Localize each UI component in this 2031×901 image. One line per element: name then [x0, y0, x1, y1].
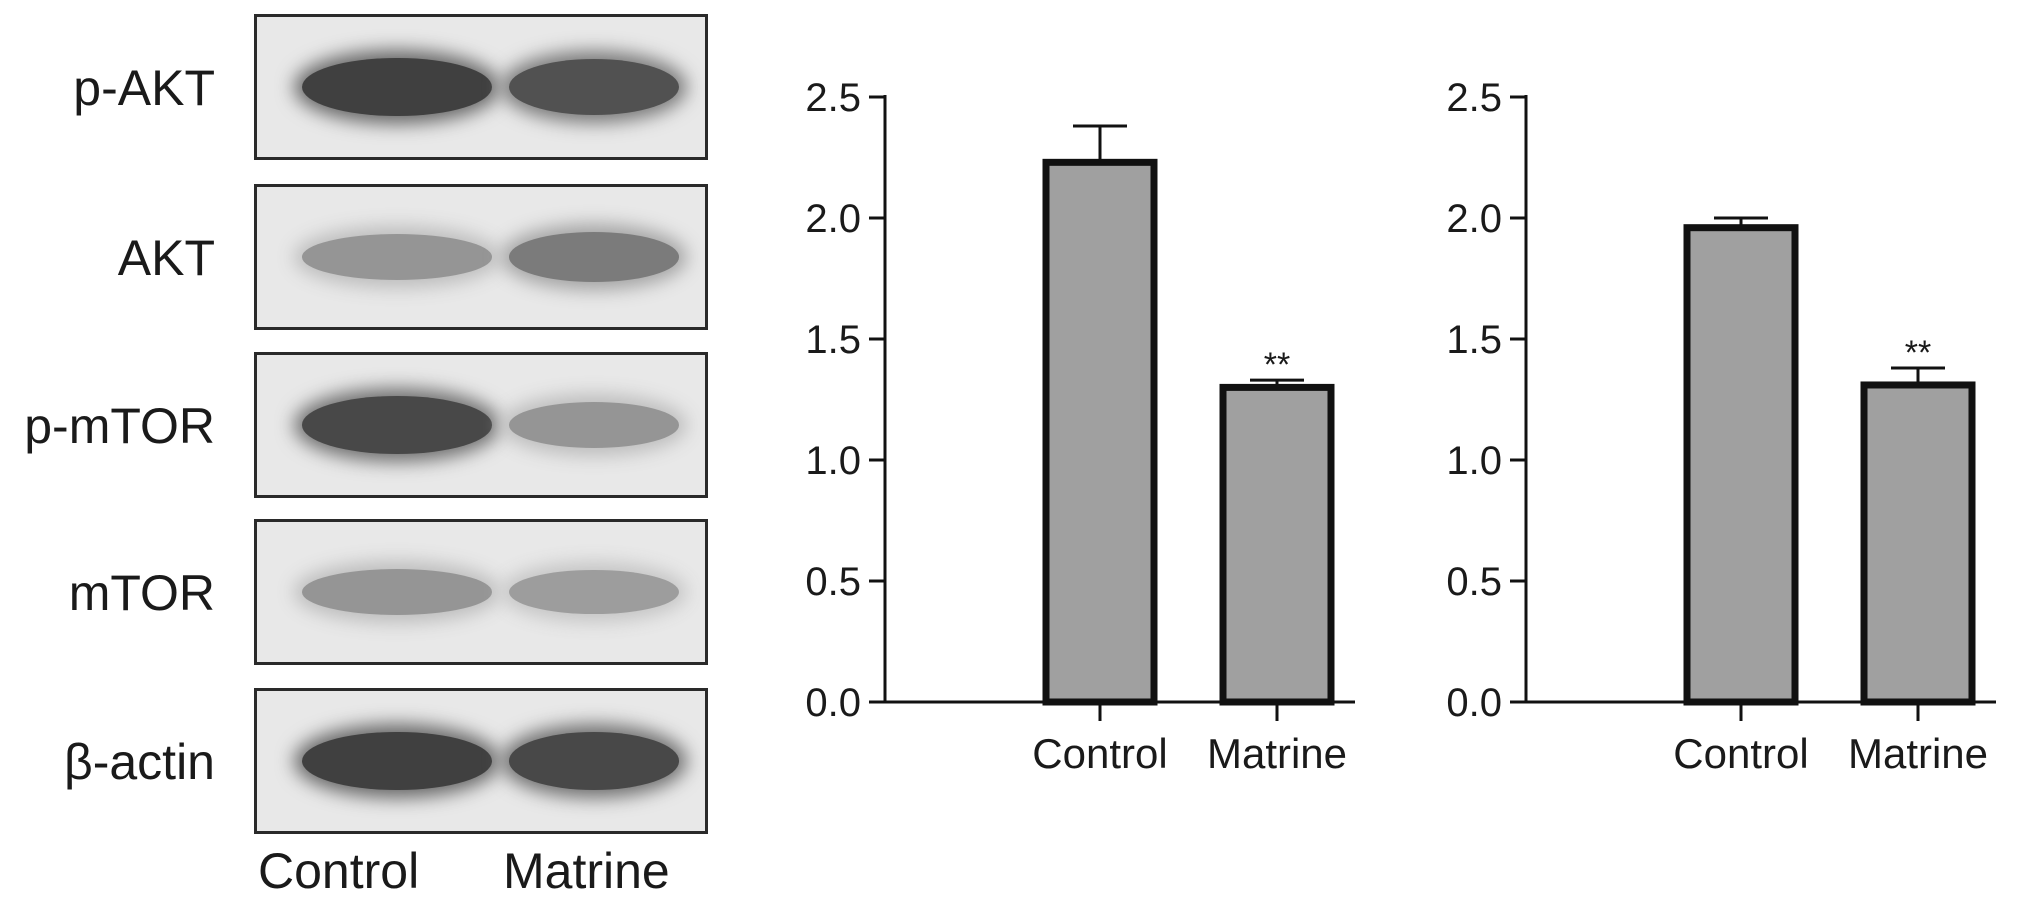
bar [1683, 224, 1799, 706]
y-tick-label: 1.0 [1446, 439, 1502, 483]
blot-lane-label-1: Matrine [503, 843, 670, 899]
blot-band [509, 569, 679, 615]
blot-frame-1 [254, 184, 708, 330]
bar [1219, 383, 1335, 706]
blot-band [509, 732, 679, 790]
bar-chart-p-mtor-mtor: 0.00.51.01.52.02.5p-mTOR/mTORControlMatr… [1446, 76, 1996, 777]
bar [1860, 381, 1976, 706]
y-tick-label: 2.5 [805, 76, 861, 120]
y-tick-label: 1.5 [805, 318, 861, 362]
x-tick-label: Matrine [1848, 730, 1988, 777]
y-tick-label: 1.5 [1446, 318, 1502, 362]
x-tick-label: Control [1032, 730, 1167, 777]
blot-band [302, 569, 492, 615]
blot-frame-3 [254, 519, 708, 665]
blot-label-0: p-AKT [73, 60, 215, 116]
x-tick-label: Matrine [1207, 730, 1347, 777]
blot-band [509, 58, 679, 116]
y-tick-label: 0.5 [805, 560, 861, 604]
bar [1042, 158, 1158, 706]
blot-band [302, 396, 492, 454]
x-tick-label: Control [1673, 730, 1808, 777]
y-tick-label: 0.0 [805, 681, 861, 725]
blot-band [302, 234, 492, 280]
blot-label-3: mTOR [68, 565, 215, 621]
western-blot-panel: p-AKT AKT p-mTOR mTOR β-actin Control Matrine [0, 0, 760, 901]
blot-frame-0 [254, 14, 708, 160]
blot-lane-label-0: Control [258, 843, 420, 899]
y-tick-label: 2.0 [1446, 197, 1502, 241]
y-tick-label: 1.0 [805, 439, 861, 483]
y-tick-label: 2.5 [1446, 76, 1502, 120]
blot-band [509, 232, 679, 282]
blot-label-4: β-actin [63, 734, 215, 790]
blot-label-2: p-mTOR [24, 398, 215, 454]
significance-label: ** [1264, 346, 1290, 384]
y-tick-label: 2.0 [805, 197, 861, 241]
blot-band [302, 57, 492, 117]
significance-label: ** [1905, 334, 1931, 372]
y-tick-label: 0.0 [1446, 681, 1502, 725]
blot-label-1: AKT [117, 230, 215, 286]
y-tick-label: 0.5 [1446, 560, 1502, 604]
blot-frame-4 [254, 688, 708, 834]
blot-frame-2 [254, 352, 708, 498]
blot-band [509, 402, 679, 448]
blot-band [302, 731, 492, 791]
bar-chart-p-akt-akt: 0.00.51.01.52.02.5p-AKT/AKTControlMatrin… [805, 76, 1355, 777]
